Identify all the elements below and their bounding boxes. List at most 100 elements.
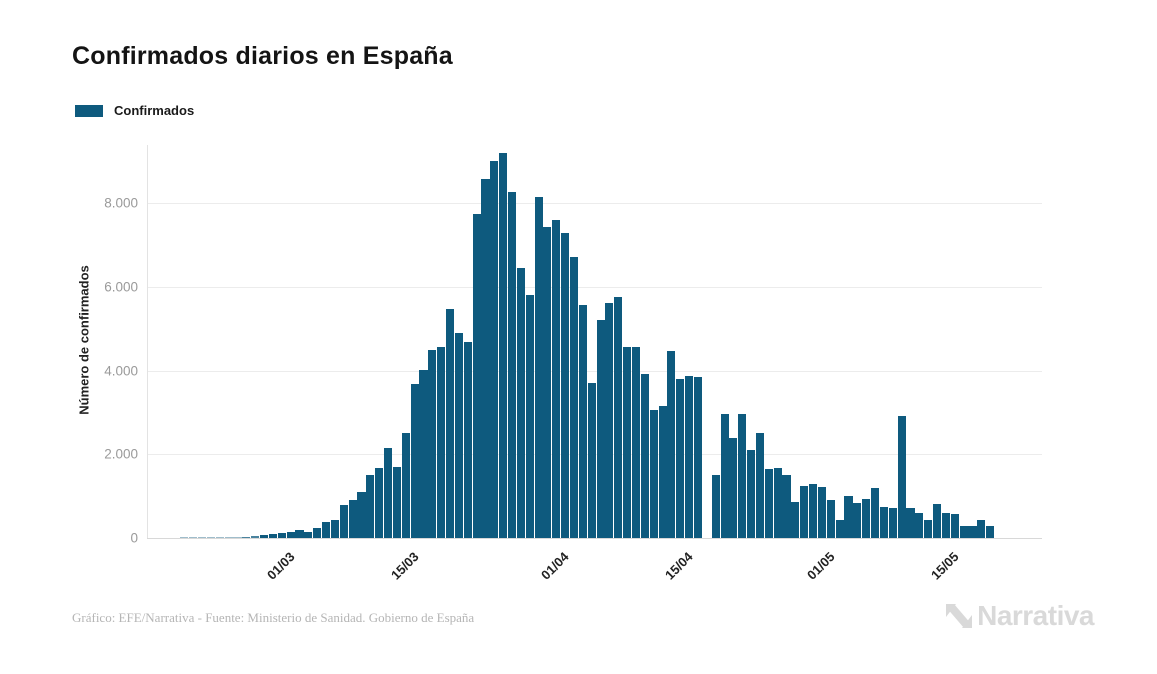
bar-16/03: [401, 432, 410, 538]
bar-05/03: [304, 531, 313, 538]
legend: Confirmados: [75, 103, 194, 118]
y-tick-label: 6.000: [104, 279, 138, 295]
bar-25/03: [481, 179, 490, 538]
bar-21/02: [189, 537, 198, 538]
bar-04/03: [295, 529, 304, 538]
bar-30/04: [800, 486, 809, 538]
x-tick-label-01-04: 01/04: [538, 549, 573, 583]
y-tick-label: 2.000: [104, 446, 138, 462]
bar-27/02: [242, 536, 251, 538]
bar-18/04: [693, 376, 703, 538]
narrativa-logo-icon: [946, 604, 973, 628]
bar-09/05: [879, 507, 888, 538]
bar-26/04: [764, 469, 773, 538]
bar-21/03: [446, 309, 455, 538]
x-tick-label-01-05: 01/05: [804, 549, 838, 583]
bar-08/03: [330, 519, 339, 538]
bar-24/02: [215, 537, 224, 538]
bar-26/03: [490, 161, 499, 538]
bar-10/05: [888, 508, 897, 538]
bar-13/04: [649, 409, 658, 538]
x-tick-label-15-05: 15/05: [928, 549, 962, 583]
y-tick-label: 4.000: [104, 363, 138, 379]
bar-12/03: [366, 475, 375, 538]
bar-06/03: [313, 527, 322, 538]
gridline: [147, 203, 1042, 205]
bar-09/04: [614, 297, 623, 538]
bar-19/05: [968, 525, 977, 538]
bar-17/04: [685, 376, 694, 538]
bar-19/03: [428, 350, 437, 538]
bar-21/04: [720, 414, 729, 538]
bar-03/05: [826, 499, 835, 538]
bar-24/04: [747, 450, 756, 538]
bar-28/04: [782, 475, 791, 538]
bar-14/04: [658, 405, 667, 538]
bar-14/05: [924, 520, 933, 538]
bar-30/03: [525, 295, 534, 538]
x-tick-label-15-03: 15/03: [387, 549, 422, 583]
bar-18/03: [419, 369, 428, 538]
bar-29/02: [260, 535, 269, 538]
gridline: [147, 286, 1042, 288]
bar-16/05: [941, 513, 950, 538]
x-axis-baseline: [147, 538, 1042, 539]
bar-20/03: [437, 346, 446, 538]
bar-26/02: [233, 537, 242, 538]
page-title: Confirmados diarios en España: [72, 42, 453, 70]
bar-04/04: [569, 257, 579, 538]
bar-25/02: [224, 537, 233, 538]
bar-13/05: [915, 513, 924, 538]
bar-17/03: [410, 383, 419, 538]
bar-27/03: [499, 153, 508, 538]
bar-20/04: [711, 475, 720, 538]
bar-07/04: [596, 319, 605, 538]
bar-20/05: [977, 520, 986, 538]
bar-09/03: [339, 505, 348, 538]
bar-07/05: [862, 499, 871, 538]
gridline: [147, 370, 1042, 372]
bar-16/04: [676, 379, 685, 538]
bar-04/05: [835, 520, 844, 538]
bar-02/05: [817, 486, 826, 538]
bar-03/04: [561, 232, 570, 538]
bar-15/04: [667, 350, 676, 538]
bar-13/03: [375, 467, 384, 538]
bar-21/05: [986, 525, 995, 538]
y-axis-line: [147, 145, 148, 538]
bar-22/03: [454, 333, 463, 538]
legend-label: Confirmados: [114, 103, 195, 118]
bar-11/04: [631, 347, 641, 538]
bar-15/05: [933, 504, 942, 538]
bar-22/04: [729, 438, 738, 538]
y-tick-label: 8.000: [104, 195, 138, 211]
bar-01/05: [809, 484, 818, 538]
bar-14/03: [384, 448, 393, 538]
bar-15/03: [392, 467, 401, 538]
bar-31/03: [534, 196, 543, 538]
bar-01/03: [268, 534, 277, 538]
bar-11/03: [357, 491, 366, 538]
bar-29/04: [791, 501, 800, 538]
bar-03/03: [286, 531, 295, 538]
bar-23/02: [206, 537, 215, 538]
bar-12/05: [906, 508, 915, 538]
bar-24/03: [472, 214, 481, 538]
bar-25/04: [755, 432, 765, 538]
bar-27/04: [773, 467, 782, 538]
bar-02/03: [277, 532, 286, 538]
bar-23/04: [738, 414, 747, 538]
bar-28/02: [251, 536, 260, 538]
bar-11/05: [897, 416, 906, 538]
bar-10/03: [348, 499, 357, 538]
bar-12/04: [640, 374, 649, 538]
narrativa-logo-text: Narrativa: [977, 600, 1094, 631]
source-credit: Gráfico: EFE/Narrativa - Fuente: Ministe…: [72, 610, 475, 625]
bar-01/04: [543, 227, 552, 538]
bar-05/05: [844, 495, 853, 538]
bar-08/05: [871, 488, 880, 538]
bar-07/03: [322, 522, 331, 538]
bar-06/05: [853, 502, 862, 538]
bar-02/04: [552, 219, 561, 538]
bar-17/05: [950, 514, 959, 538]
